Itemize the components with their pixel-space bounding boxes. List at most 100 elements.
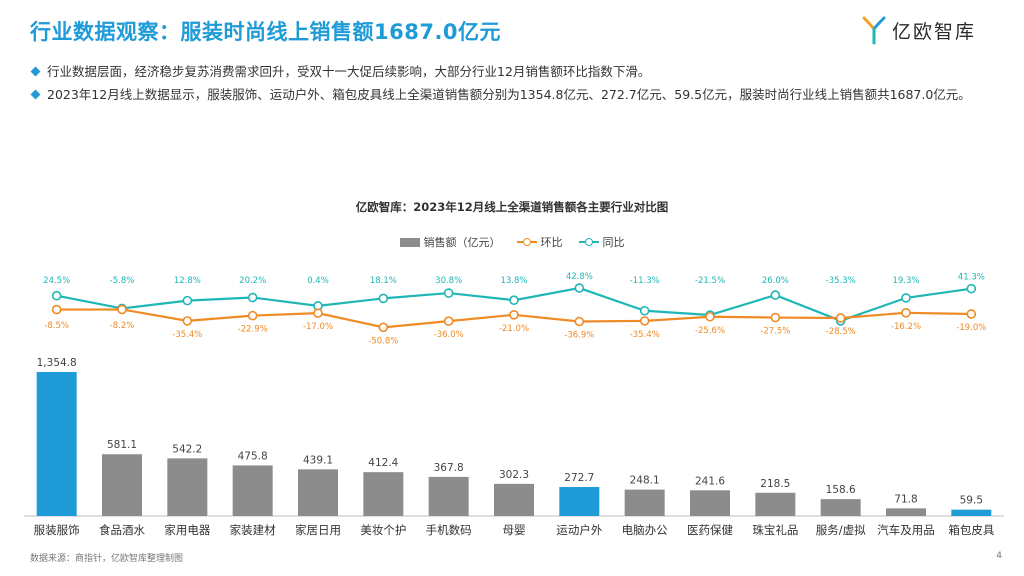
huanbi-value-label: -50.8% (368, 336, 398, 346)
tongbi-value-label: 20.2% (239, 276, 266, 286)
bar-value-label: 581.1 (107, 439, 137, 451)
logo-text: 亿欧智库 (891, 20, 976, 43)
bar-value-label: 1,354.8 (37, 357, 77, 369)
logo-mark-icon (862, 16, 886, 45)
bar (820, 499, 861, 516)
tongbi-value-label: 0.4% (307, 276, 329, 286)
brand-logo: 亿欧智库 (862, 15, 976, 45)
legend-item-sales: 销售额（亿元） (399, 234, 501, 250)
x-tick-label: 汽车及用品 (877, 523, 935, 537)
bar-value-label: 302.3 (499, 469, 529, 481)
huanbi-point (117, 304, 127, 315)
huanbi-value-label: -27.5% (760, 327, 790, 337)
legend-line-swatch (578, 237, 599, 247)
x-tick-label: 医药保健 (687, 523, 733, 537)
tongbi-value-label: 13.8% (500, 276, 527, 286)
tongbi-point (51, 290, 62, 301)
bar-value-label: 59.5 (960, 495, 983, 507)
bar-value-label: 542.2 (172, 443, 202, 455)
huanbi-point (443, 316, 454, 326)
huanbi-value-label: -19.0% (956, 323, 986, 333)
tongbi-point (443, 288, 454, 298)
huanbi-point (51, 304, 62, 315)
chart-title: 亿欧智库：2023年12月线上全渠道销售额各主要行业对比图 (355, 200, 669, 214)
tongbi-point (378, 293, 389, 304)
legend-item-huanbi: 环比 (516, 234, 563, 250)
bar (428, 476, 469, 516)
bar (886, 508, 926, 516)
huanbi-point (835, 313, 846, 323)
x-tick-label: 珠宝礼品 (752, 523, 798, 537)
x-tick-label: 食品酒水 (99, 523, 145, 537)
tongbi-value-label: -5.8% (110, 276, 135, 286)
bullet-item: 2023年12月线上数据显示，服装服饰、运动户外、箱包皮具线上全渠道销售额分别为… (30, 85, 998, 104)
bar (690, 490, 730, 516)
bar-value-label: 367.8 (434, 462, 464, 474)
bar-value-label: 158.6 (826, 484, 856, 496)
huanbi-point (509, 310, 519, 320)
x-tick-label: 箱包皮具 (948, 523, 994, 537)
x-tick-label: 美妆个护 (360, 523, 406, 537)
huanbi-point (378, 322, 389, 333)
tongbi-value-label: 19.3% (892, 276, 919, 286)
bar (624, 489, 665, 516)
bar (232, 465, 273, 516)
tongbi-value-label: 18.1% (370, 276, 397, 286)
tongbi-value-label: 30.8% (435, 276, 462, 286)
bar-value-label: 241.6 (695, 475, 725, 487)
bar-value-label: 439.1 (303, 454, 333, 466)
legend-item-tongbi: 同比 (578, 234, 625, 250)
huanbi-value-label: -8.2% (110, 321, 135, 331)
huanbi-point (639, 316, 650, 326)
huanbi-point (574, 316, 585, 327)
bar (951, 509, 992, 516)
tongbi-value-label: 24.5% (43, 276, 70, 286)
huanbi-value-label: -8.5% (44, 321, 69, 331)
tongbi-point (182, 295, 193, 306)
huanbi-value-label: -36.0% (434, 330, 464, 340)
huanbi-value-label: -35.4% (630, 330, 660, 340)
huanbi-point (901, 308, 911, 318)
huanbi-point (770, 312, 781, 323)
huanbi-point (247, 310, 258, 321)
tongbi-value-label: 41.3% (958, 273, 985, 283)
huanbi-value-label: -28.5% (826, 327, 856, 337)
bar-value-label: 272.7 (564, 472, 594, 484)
bar (298, 469, 338, 516)
tongbi-value-label: 12.8% (174, 276, 201, 286)
chart-legend: 销售额（亿元） 环比 同比 (0, 234, 1024, 250)
huanbi-point (705, 311, 715, 322)
x-tick-label: 电脑办公 (622, 523, 668, 537)
bar-value-label: 412.4 (368, 457, 398, 469)
bar (167, 458, 208, 516)
source-note: 数据来源：商指针，亿欧智库整理制图 (30, 554, 184, 564)
x-tick-label: 母婴 (503, 523, 526, 537)
huanbi-value-label: -21.0% (499, 324, 529, 334)
x-tick-label: 服务/虚拟 (816, 523, 866, 537)
legend-label: 销售额（亿元） (423, 236, 501, 249)
tongbi-point (574, 283, 585, 293)
huanbi-point (966, 309, 977, 319)
x-tick-label: 服装服饰 (34, 523, 80, 537)
tongbi-value-label: 26.0% (762, 276, 789, 286)
tongbi-value-label: -21.5% (695, 276, 725, 286)
x-tick-label: 家居日用 (295, 523, 341, 537)
bar-value-label: 248.1 (630, 475, 660, 487)
legend-label: 环比 (540, 236, 563, 249)
huanbi-value-label: -22.9% (238, 325, 268, 335)
tongbi-point (509, 295, 519, 306)
bar (755, 492, 796, 516)
legend-line-swatch (516, 237, 537, 247)
tongbi-value-label: 42.8% (566, 272, 593, 282)
huanbi-value-label: -36.9% (564, 330, 594, 340)
page-number: 4 (996, 551, 1002, 561)
legend-label: 同比 (602, 236, 625, 249)
bullet-list: 行业数据层面，经济稳步复苏消费需求回升，受双十一大促后续影响，大部分行业12月销… (30, 62, 998, 108)
bar-value-label: 475.8 (238, 450, 268, 462)
tongbi-point (901, 293, 911, 303)
bar-value-label: 71.8 (894, 493, 917, 505)
huanbi-point (182, 316, 193, 326)
huanbi-value-label: -25.6% (695, 326, 725, 336)
x-tick-label: 手机数码 (426, 523, 472, 537)
